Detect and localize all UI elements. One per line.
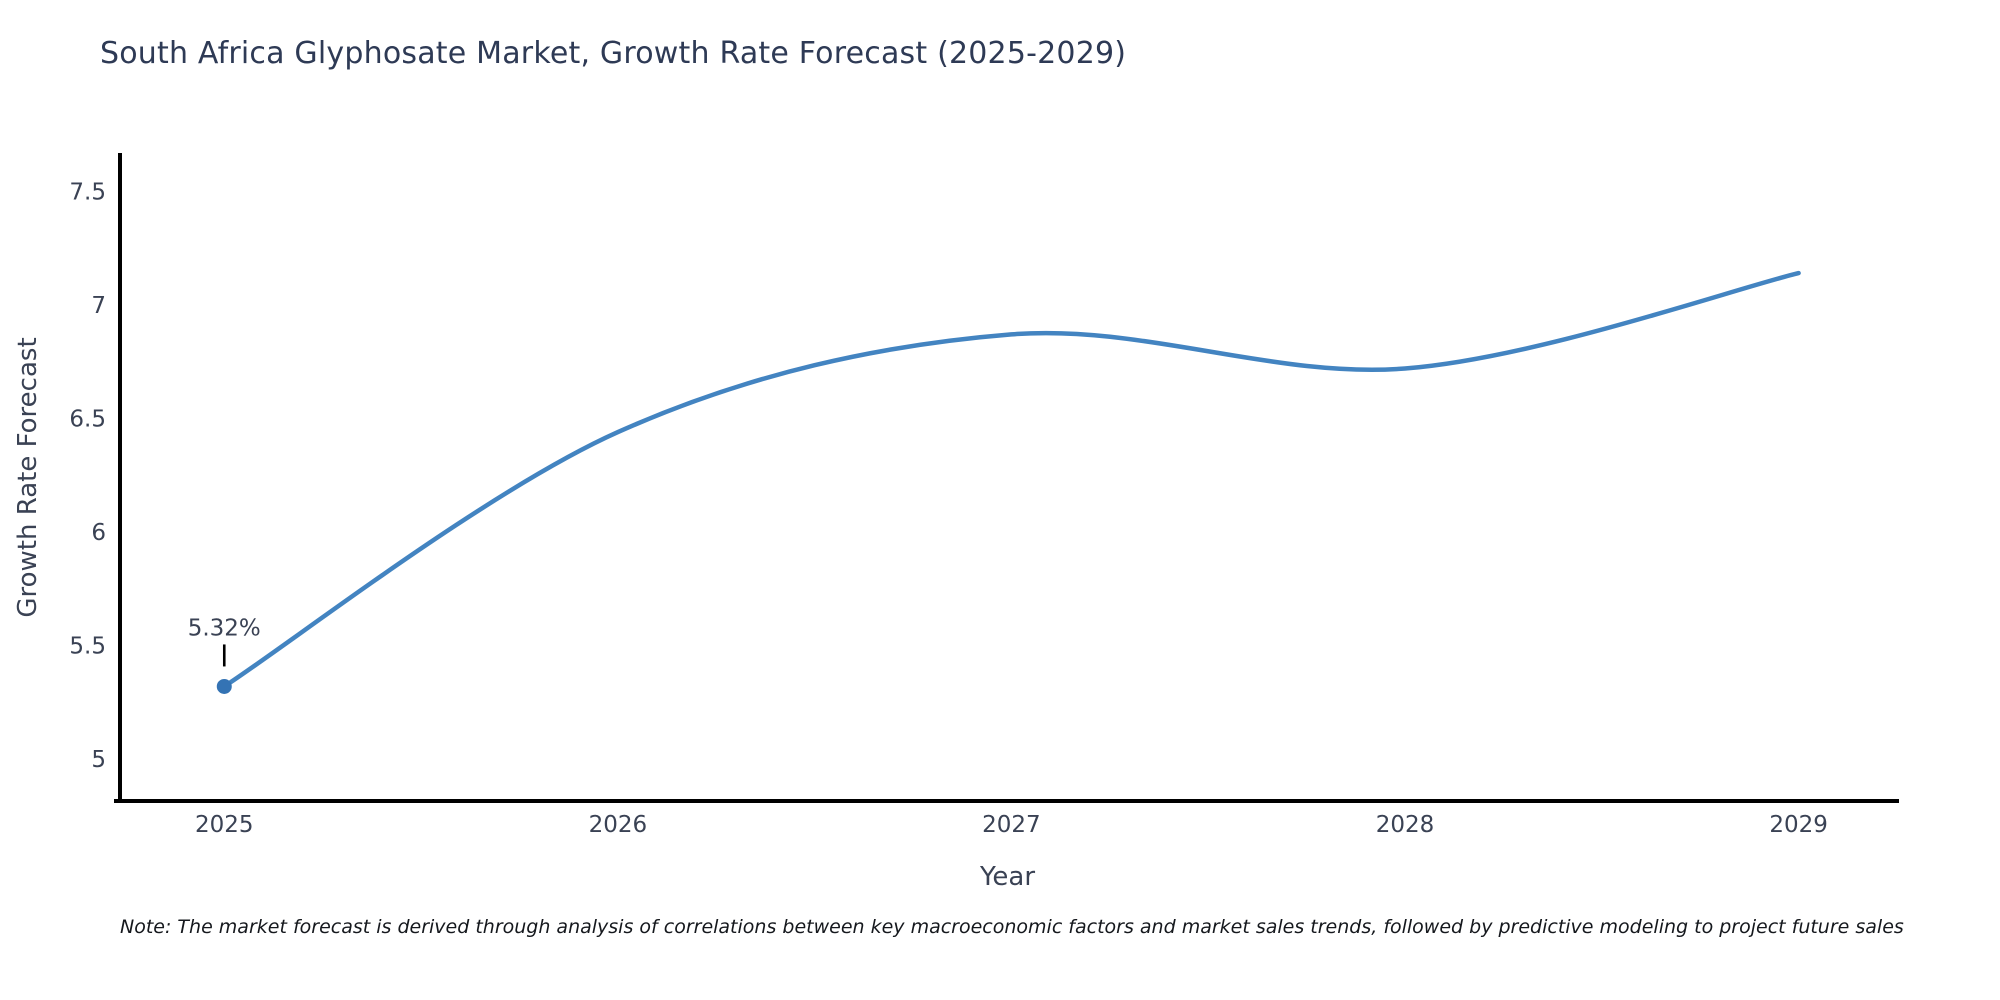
y-axis-title: Growth Rate Forecast — [13, 337, 43, 617]
footnote: Note: The market forecast is derived thr… — [120, 916, 1904, 938]
y-tick-label: 5 — [91, 747, 106, 773]
y-tick-label: 6 — [91, 520, 106, 546]
x-tick-label: 2026 — [589, 812, 648, 838]
y-tick-label: 6.5 — [69, 406, 106, 432]
x-tick-labels: 2025 2026 2027 2028 2029 — [195, 812, 1828, 838]
x-axis-title: Year — [979, 862, 1035, 892]
x-tick-label: 2029 — [1769, 812, 1828, 838]
x-tick-label: 2028 — [1376, 812, 1435, 838]
y-tick-label: 5.5 — [69, 634, 106, 660]
point-annotation: 5.32% — [188, 615, 261, 667]
x-tick-label: 2025 — [195, 812, 254, 838]
data-point-marker — [216, 678, 232, 694]
forecast-line — [222, 270, 1801, 689]
data-points: 5.32% — [188, 615, 261, 694]
y-tick-label: 7.5 — [69, 179, 106, 205]
axes — [114, 153, 1899, 803]
y-tick-label: 7 — [91, 293, 106, 319]
y-tick-labels: 5 5.5 6 6.5 7 7.5 — [69, 179, 106, 773]
chart-title: South Africa Glyphosate Market, Growth R… — [100, 36, 1127, 71]
data-point-label: 5.32% — [188, 615, 261, 641]
x-tick-label: 2027 — [982, 812, 1041, 838]
